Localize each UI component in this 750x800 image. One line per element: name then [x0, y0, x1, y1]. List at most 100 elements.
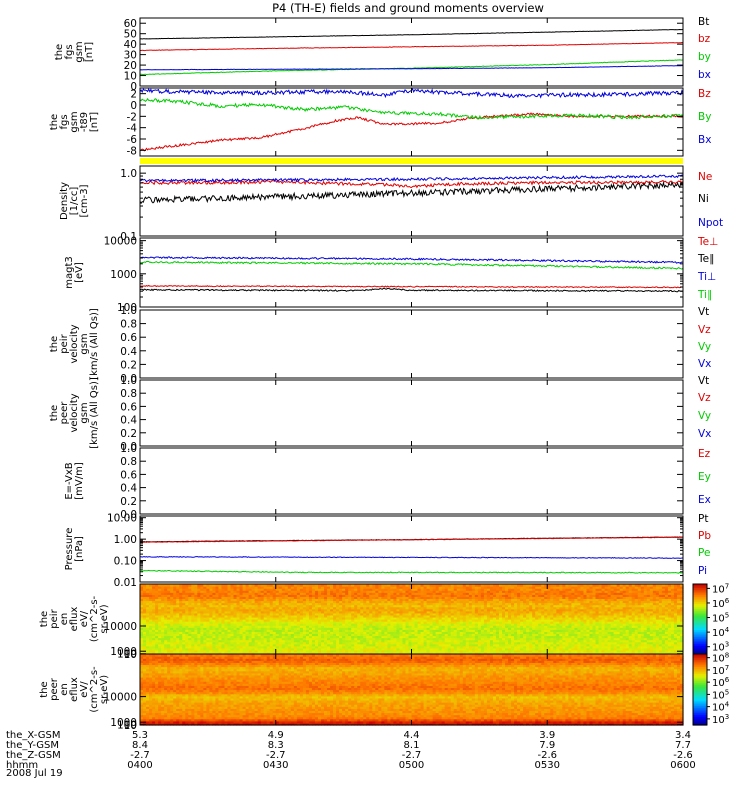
spectrogram-cell [658, 643, 663, 647]
spectrogram-cell [348, 635, 352, 639]
spectrogram-cell [637, 631, 642, 635]
spectrogram-cell [447, 625, 452, 628]
spectrogram-cell [317, 649, 322, 653]
spectrogram-cell [260, 649, 265, 653]
spectrogram-cell [604, 649, 609, 653]
spectrogram-cell [607, 633, 612, 637]
spectrogram-cell [508, 645, 512, 649]
spectrogram-cell [354, 649, 358, 653]
spectrogram-cell [417, 625, 422, 628]
spectrogram-cell [357, 643, 361, 647]
spectrogram-cell [544, 637, 548, 641]
spectrogram-cell [489, 641, 494, 645]
spectrogram-cell [236, 629, 241, 632]
spectrogram-cell [541, 645, 545, 649]
spectrogram-cell [290, 649, 295, 653]
spectrogram-cell [233, 641, 238, 645]
spectrogram-cell [529, 629, 533, 632]
spectrogram-cell [423, 647, 428, 651]
spectrogram-cell [182, 629, 186, 632]
spectrogram-cell [658, 637, 663, 641]
spectrogram-cell [233, 631, 238, 635]
spectrogram-cell [251, 649, 256, 653]
spectrogram-cell [308, 627, 313, 630]
spectrogram-cell [670, 631, 675, 635]
spectrogram-cell [520, 643, 524, 647]
spectrogram-cell [492, 649, 497, 653]
spectrogram-cell [643, 631, 648, 635]
spectrogram-cell [254, 651, 259, 655]
spectrogram-cell [477, 627, 482, 630]
spectrogram-cell [631, 643, 636, 647]
spectrogram-cell [357, 641, 361, 645]
spectrogram-cell [140, 647, 144, 651]
spectrogram-cell [182, 633, 186, 637]
spectrogram-cell [607, 637, 612, 641]
spectrogram-cell [194, 645, 198, 649]
spectrogram-cell [242, 639, 247, 643]
spectrogram-cell [583, 651, 588, 655]
spectrogram-cell [441, 633, 446, 637]
spectrogram-cell [179, 641, 183, 645]
spectrogram-cell [520, 625, 524, 628]
spectrogram-cell [628, 631, 633, 635]
spectrogram-cell [511, 643, 515, 647]
spectrogram-cell [143, 629, 147, 632]
spectrogram-cell [230, 645, 235, 649]
spectrogram-cell [568, 651, 572, 655]
spectrogram-cell [372, 645, 376, 649]
spectrogram-cell [658, 649, 663, 653]
spectrogram-cell [547, 633, 551, 637]
spectrogram-cell [426, 637, 431, 641]
spectrogram-cell [465, 633, 470, 637]
spectrogram-cell [140, 627, 144, 630]
spectrogram-cell [281, 631, 286, 635]
spectrogram-cell [511, 637, 515, 641]
spectrogram-cell [607, 647, 612, 651]
spectrogram-cell [215, 641, 220, 645]
spectrogram-cell [526, 641, 530, 645]
spectrogram-cell [468, 629, 473, 632]
spectrogram-cell [580, 651, 585, 655]
spectrogram-cell [408, 625, 413, 628]
spectrogram-cell [164, 645, 168, 649]
spectrogram-cell [230, 649, 235, 653]
spectrogram-cell [640, 649, 645, 653]
spectrogram-cell [245, 651, 250, 655]
spectrogram-cell [583, 641, 588, 645]
spectrogram-cell [679, 647, 684, 651]
spectrogram-cell [366, 625, 370, 628]
spectrogram-cell [676, 629, 681, 632]
spectrogram-cell [483, 641, 488, 645]
spectrogram-cell [673, 627, 678, 630]
spectrogram-cell [176, 645, 180, 649]
spectrogram-cell [471, 637, 476, 641]
spectrogram-cell [317, 631, 322, 635]
spectrogram-cell [580, 649, 585, 653]
spectrogram-cell [438, 635, 443, 639]
spectrogram-cell [354, 633, 358, 637]
spectrogram-cell [541, 627, 545, 630]
spectrogram-cell [577, 637, 582, 641]
spectrogram-cell [601, 633, 606, 637]
spectrogram-cell [616, 651, 621, 655]
spectrogram-cell [625, 647, 630, 651]
spectrogram-cell [284, 629, 289, 632]
spectrogram-cell [640, 647, 645, 651]
spectrogram-cell [405, 651, 410, 655]
spectrogram-cell [589, 649, 594, 653]
spectrogram-cell [203, 625, 207, 628]
spectrogram-cell [245, 643, 250, 647]
spectrogram-cell [302, 645, 307, 649]
spectrogram-cell [646, 637, 651, 641]
spectrogram-cell [511, 645, 515, 649]
spectrogram-cell [495, 633, 500, 637]
spectrogram-cell [402, 647, 407, 651]
spectrogram-cell [275, 647, 280, 651]
spectrogram-cell [607, 651, 612, 655]
spectrogram-cell [393, 643, 398, 647]
legend-Ne: Ne [698, 171, 712, 183]
spectrogram-cell [336, 637, 340, 641]
spectrogram-cell [143, 627, 147, 630]
spectrogram-cell [188, 651, 192, 655]
